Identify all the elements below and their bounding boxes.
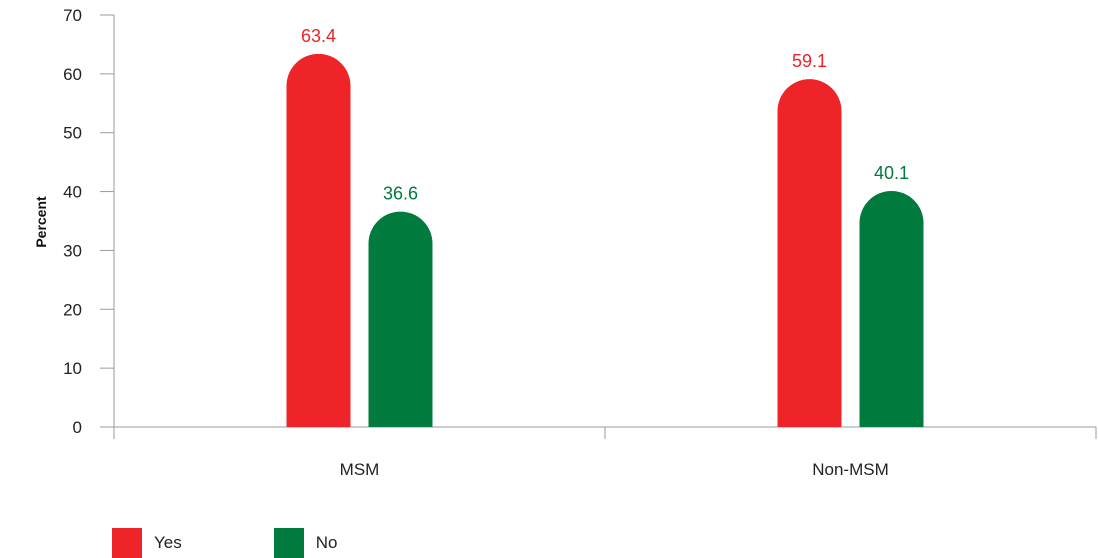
value-label-no-non-msm: 40.1 [874,163,909,183]
y-tick-label: 30 [63,241,82,260]
legend-swatch-yes [112,528,142,558]
bar-no-msm [368,211,433,427]
legend-item-yes: Yes [112,528,182,558]
value-label-no-msm: 36.6 [383,184,418,204]
y-axis-label: Percent [33,196,49,248]
value-label-yes-non-msm: 59.1 [792,51,827,71]
x-axis: MSM Non-MSM [113,426,1097,479]
legend-swatch-no [273,528,304,558]
y-tick-label: 0 [73,418,82,437]
y-tick-label: 40 [63,183,82,202]
bars [286,53,924,428]
legend-item-no: No [273,528,338,558]
y-tick-label: 20 [63,300,82,319]
legend-label-yes: Yes [154,533,182,552]
value-label-yes-msm: 63.4 [301,26,336,46]
y-tick-label: 70 [63,6,82,25]
bar-yes-non-msm [777,79,842,427]
x-tick-label: MSM [340,460,380,479]
legend-label-no: No [315,533,338,552]
y-tick-label: 60 [63,65,82,84]
y-tick-label: 50 [63,124,82,143]
y-tick-label: 10 [63,359,82,378]
legend: Yes No [112,528,429,558]
y-axis: 0 10 20 30 40 50 60 70 [63,6,115,437]
x-tick-label: Non-MSM [812,460,889,479]
value-labels: 63.4 36.6 59.1 40.1 [301,26,909,204]
bar-no-non-msm [859,190,924,427]
bar-chart: 0 10 20 30 40 50 60 70 MSM Non-MSM 63.4 36.6 59.1 4… [33,6,1097,479]
bar-yes-msm [286,53,351,428]
